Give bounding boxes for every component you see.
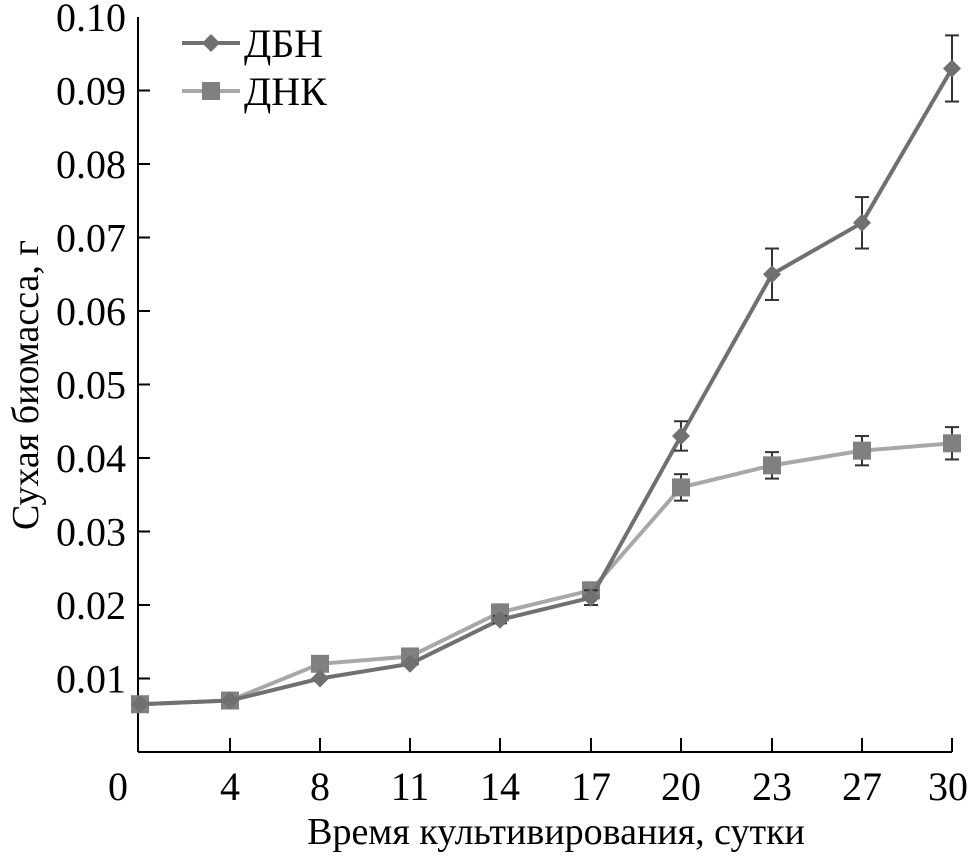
legend-label-1: ДНК	[244, 69, 327, 114]
series-0-point-2	[311, 669, 329, 688]
series-1-point-8	[853, 441, 871, 460]
x-tick-label-7: 23	[752, 764, 792, 809]
legend-item-1: ДНК	[182, 69, 327, 114]
series-1-line	[139, 441, 953, 707]
legend-item-0: ДБН	[182, 21, 323, 66]
x-axis-title: Время культивирования, сутки	[307, 811, 805, 853]
series-0-point-3	[401, 654, 419, 673]
series-1-point-2	[311, 654, 329, 673]
tick-label-group: 0.01 0.02 0.03 0.04 0.05 0.06 0.07 0.08 0.09 0.10…	[56, 0, 968, 809]
tick-group	[138, 89, 953, 752]
x-tick-label-2: 8	[310, 764, 330, 809]
series-0-point-4	[491, 610, 509, 629]
y-tick-label-4: 0.05	[56, 363, 126, 408]
legend-label-0: ДБН	[244, 21, 323, 66]
series-0-point-7	[763, 265, 781, 284]
legend-marker-0	[202, 34, 220, 52]
series-1-point-6	[672, 478, 690, 497]
series-0-point-1	[221, 691, 239, 710]
series-0	[131, 34, 961, 714]
series-0-point-0	[131, 695, 149, 714]
series-1-point-7	[763, 456, 781, 475]
y-tick-label-7: 0.08	[56, 142, 126, 187]
series-0-point-9	[943, 59, 961, 78]
x-tick-label-3: 11	[391, 764, 430, 809]
y-tick-label-9: 0.10	[56, 0, 126, 40]
y-tick-label-5: 0.06	[56, 289, 126, 334]
series-0-point-5	[582, 588, 600, 607]
y-tick-label-0: 0.01	[56, 657, 126, 702]
y-tick-label-2: 0.03	[56, 510, 126, 555]
x-tick-label-0: 0	[108, 764, 128, 809]
axes	[137, 17, 952, 753]
x-tick-label-5: 17	[571, 764, 611, 809]
y-tick-label-1: 0.02	[56, 583, 126, 628]
y-tick-label-6: 0.07	[56, 216, 126, 261]
series-group	[131, 34, 961, 714]
y-axis-title: Сухая биомасса, г	[5, 240, 47, 530]
x-tick-label-8: 27	[842, 764, 882, 809]
legend-marker-1	[202, 82, 220, 100]
series-1-point-9	[943, 434, 961, 453]
series-0-point-6	[672, 426, 690, 445]
y-tick-label-3: 0.04	[56, 436, 126, 481]
x-tick-label-1: 4	[220, 764, 240, 809]
y-tick-label-8: 0.09	[56, 69, 126, 114]
series-0-point-8	[853, 213, 871, 232]
series-0-line	[139, 67, 954, 707]
x-tick-label-4: 14	[480, 764, 520, 809]
x-tick-label-6: 20	[661, 764, 701, 809]
x-tick-label-9: 30	[928, 764, 968, 809]
series-1	[131, 426, 961, 714]
